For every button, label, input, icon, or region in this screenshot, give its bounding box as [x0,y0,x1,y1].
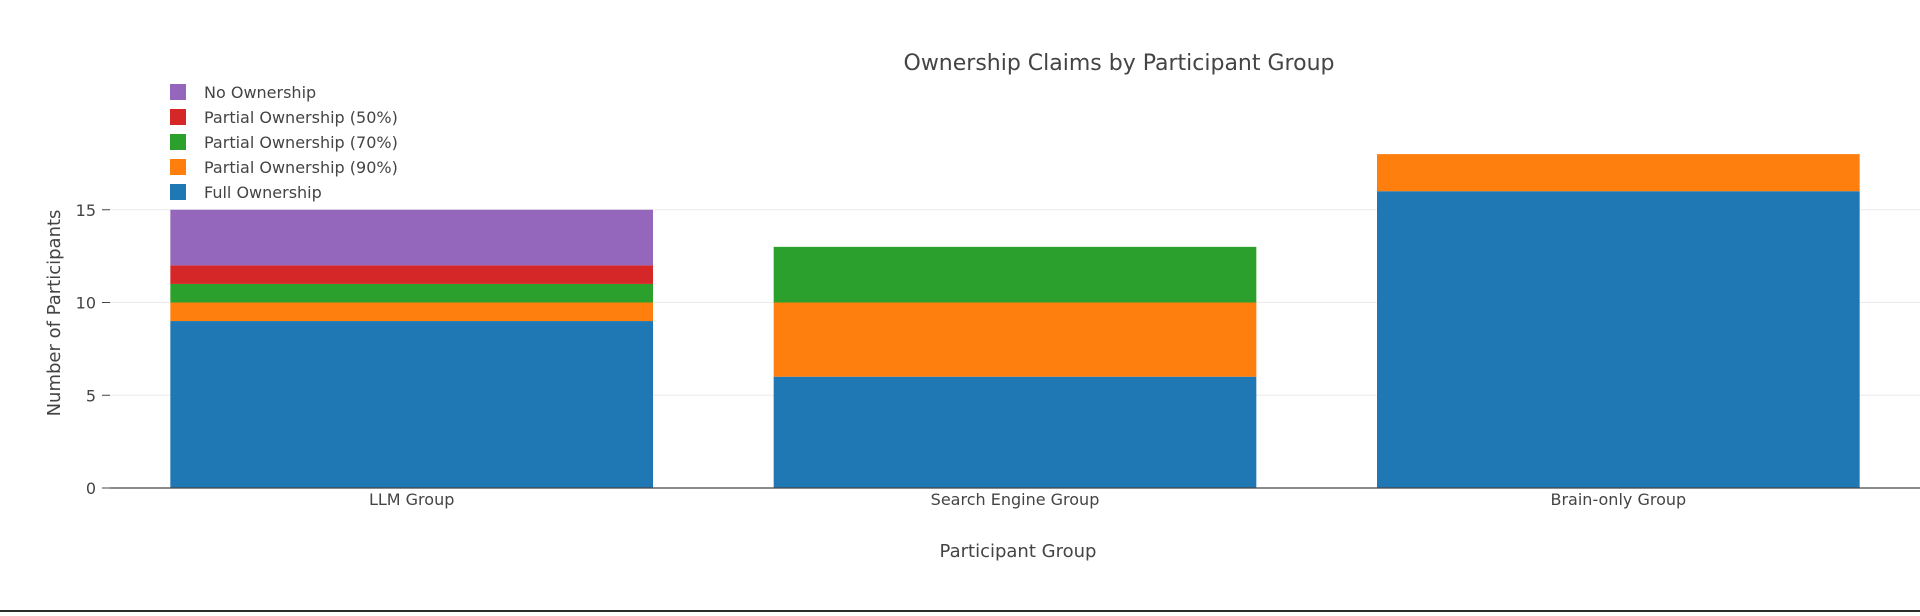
y-axis-title: Number of Participants [44,210,65,417]
bar-segment [170,283,654,303]
y-tick-label: 15 [76,201,96,220]
legend-swatch [170,184,186,200]
y-tick-label: 0 [86,479,96,498]
y-tick-label: 10 [76,294,96,313]
x-axis-title: Participant Group [940,541,1097,562]
legend: No Ownership Partial Ownership (50%) Parti… [170,83,398,202]
legend-label: Full Ownership [204,183,322,202]
x-tick-label: Brain-only Group [1551,490,1687,509]
legend-swatch [170,134,186,150]
x-tick-label: LLM Group [369,490,454,509]
bar-segment [170,265,654,284]
bars [170,154,1860,488]
bottom-border [0,610,1920,612]
legend-label: Partial Ownership (70%) [204,133,398,152]
chart-title: Ownership Claims by Participant Group [904,51,1335,76]
legend-swatch [170,84,186,100]
legend-swatch [170,109,186,125]
bar-segment [773,246,1257,303]
bar-segment [170,302,654,322]
axes: 0 5 10 15 LLM Group Search Engine Group Brain-… [76,201,1920,509]
y-tick-label: 5 [86,386,96,405]
bar-segment [1377,191,1860,488]
legend-label: Partial Ownership (50%) [204,108,398,127]
bar-segment [170,209,654,266]
legend-swatch [170,159,186,175]
bar-segment [773,302,1257,377]
legend-label: No Ownership [204,83,316,102]
legend-label: Partial Ownership (90%) [204,158,398,177]
bar-segment [773,376,1257,488]
bar-segment [1377,154,1860,192]
x-tick-label: Search Engine Group [931,490,1100,509]
bar-segment [170,321,654,488]
